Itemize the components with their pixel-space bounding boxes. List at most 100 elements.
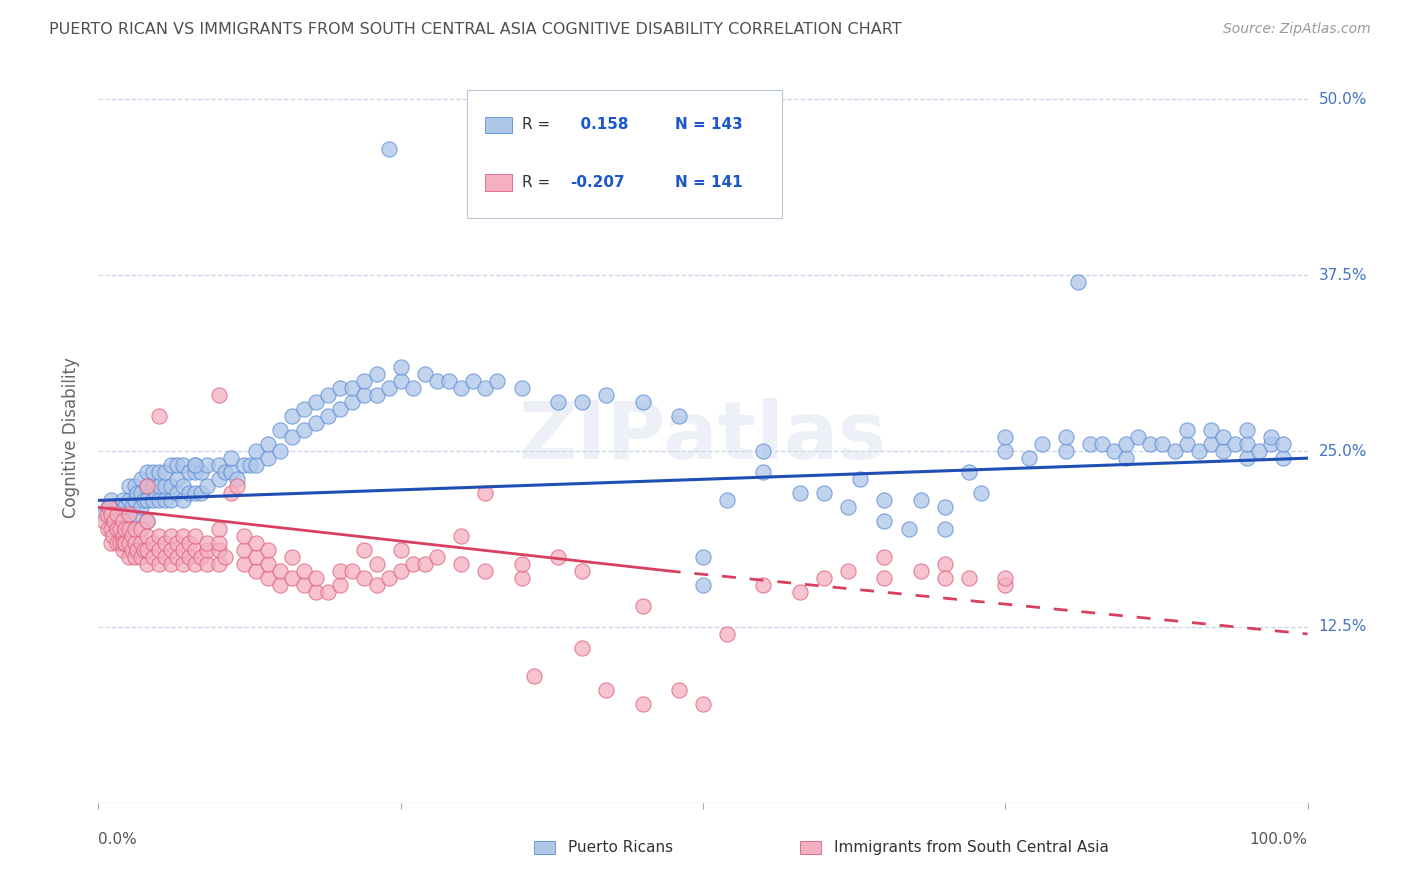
Point: [148, 465, 170, 479]
Point: [353, 571, 375, 585]
Point: [172, 458, 194, 473]
Point: [142, 465, 165, 479]
Point: [142, 493, 165, 508]
Point: [366, 578, 388, 592]
Point: [190, 549, 212, 564]
Point: [256, 557, 278, 571]
Point: [166, 472, 188, 486]
Point: [153, 549, 176, 564]
Point: [269, 564, 291, 578]
Point: [184, 486, 207, 500]
Text: ZIPatlas: ZIPatlas: [519, 398, 887, 476]
Point: [994, 571, 1017, 585]
Point: [195, 479, 218, 493]
Point: [208, 542, 231, 557]
Point: [873, 571, 896, 585]
Point: [1236, 423, 1258, 437]
Point: [595, 683, 617, 698]
Point: [1115, 451, 1137, 466]
Point: [93, 508, 115, 522]
Point: [631, 698, 654, 712]
Point: [124, 493, 146, 508]
Point: [571, 641, 593, 656]
Point: [281, 549, 304, 564]
Point: [97, 500, 120, 515]
Point: [329, 564, 352, 578]
Point: [837, 500, 859, 515]
Point: [305, 584, 328, 599]
Point: [195, 557, 218, 571]
Point: [142, 549, 165, 564]
Point: [118, 493, 141, 508]
Point: [118, 479, 141, 493]
Point: [1163, 444, 1185, 458]
Point: [281, 571, 304, 585]
Point: [256, 451, 278, 466]
Point: [160, 458, 183, 473]
Point: [208, 557, 231, 571]
Point: [292, 564, 315, 578]
Point: [114, 500, 136, 515]
Point: [402, 381, 425, 395]
Point: [377, 142, 399, 156]
Point: [1272, 451, 1295, 466]
Point: [292, 423, 315, 437]
Point: [148, 409, 170, 423]
Point: [486, 374, 509, 388]
Point: [208, 458, 231, 473]
Point: [353, 374, 375, 388]
Text: 0.0%: 0.0%: [98, 832, 138, 847]
Point: [93, 515, 115, 529]
Point: [111, 535, 134, 549]
Point: [789, 584, 811, 599]
Point: [595, 388, 617, 402]
Point: [813, 486, 835, 500]
Point: [897, 521, 920, 535]
Point: [195, 535, 218, 549]
Point: [118, 515, 141, 529]
Point: [256, 542, 278, 557]
Point: [631, 395, 654, 409]
Point: [1272, 437, 1295, 451]
Point: [153, 493, 176, 508]
Point: [127, 542, 149, 557]
Point: [160, 493, 183, 508]
Point: [129, 472, 152, 486]
Point: [716, 493, 738, 508]
Point: [111, 515, 134, 529]
Point: [789, 486, 811, 500]
Point: [101, 528, 124, 542]
Point: [160, 557, 183, 571]
Point: [232, 458, 254, 473]
Point: [510, 571, 533, 585]
Point: [134, 542, 156, 557]
Point: [208, 535, 231, 549]
Point: [571, 564, 593, 578]
Point: [1054, 430, 1077, 444]
Point: [1175, 423, 1198, 437]
Point: [166, 535, 188, 549]
Point: [668, 409, 690, 423]
Point: [957, 465, 980, 479]
Point: [934, 571, 956, 585]
Point: [450, 557, 472, 571]
Point: [111, 508, 134, 522]
Point: [108, 535, 131, 549]
Point: [195, 542, 218, 557]
Point: [98, 500, 121, 515]
Point: [100, 521, 122, 535]
Point: [329, 578, 352, 592]
Text: PUERTO RICAN VS IMMIGRANTS FROM SOUTH CENTRAL ASIA COGNITIVE DISABILITY CORRELAT: PUERTO RICAN VS IMMIGRANTS FROM SOUTH CE…: [49, 22, 901, 37]
Point: [1152, 437, 1174, 451]
Point: [1067, 276, 1090, 290]
Point: [105, 535, 128, 549]
Point: [316, 388, 339, 402]
Point: [910, 564, 932, 578]
Point: [184, 542, 207, 557]
Point: [353, 542, 375, 557]
Point: [245, 444, 267, 458]
Point: [129, 500, 152, 515]
Point: [135, 542, 157, 557]
Point: [111, 521, 134, 535]
Point: [316, 584, 339, 599]
